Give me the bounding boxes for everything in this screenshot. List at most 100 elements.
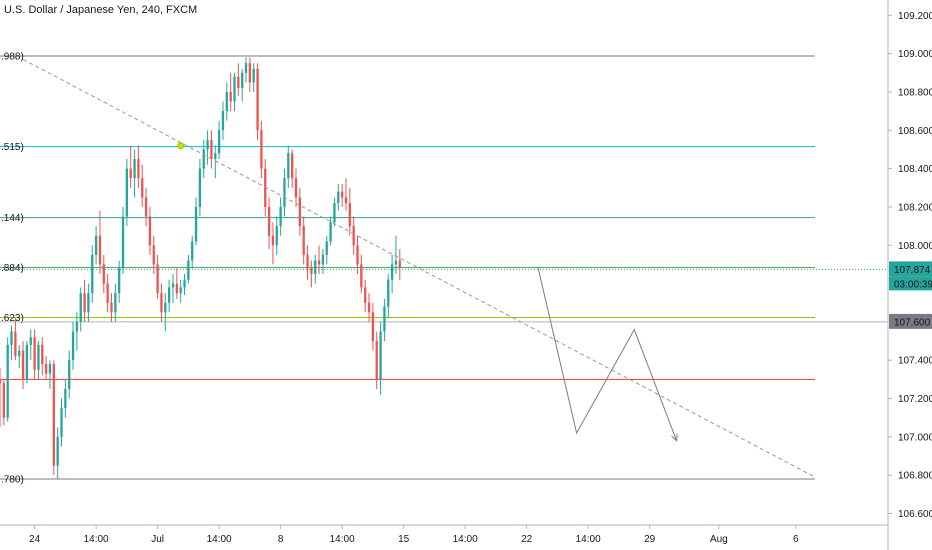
candle-body bbox=[271, 235, 275, 246]
marker-dot bbox=[177, 142, 185, 150]
y-tick-label: 108.200 bbox=[898, 202, 932, 213]
candle-body bbox=[225, 91, 228, 112]
candles bbox=[0, 57, 401, 480]
candle-body bbox=[141, 178, 144, 198]
candle-body bbox=[91, 254, 94, 294]
candle-body bbox=[298, 197, 301, 227]
y-tick-label: 109.200 bbox=[898, 11, 932, 22]
candle-body bbox=[237, 76, 240, 89]
fib-108144-label: .144) bbox=[1, 213, 24, 224]
fib-levels[interactable]: .988) .515) .144) .884) .623) .780) bbox=[0, 51, 888, 486]
candle-body bbox=[291, 153, 294, 179]
y-tick-label: 107.400 bbox=[898, 356, 932, 367]
candle-body bbox=[179, 287, 182, 294]
candle-body bbox=[60, 408, 63, 437]
x-tick-label: Jul bbox=[151, 534, 164, 545]
countdown-value: 03:00:39 bbox=[894, 279, 932, 290]
candle-body bbox=[25, 344, 29, 380]
candle-body bbox=[364, 287, 367, 303]
x-tick-label: 15 bbox=[398, 534, 410, 545]
level-price-value: 107.600 bbox=[894, 317, 931, 328]
candle-body bbox=[187, 260, 190, 280]
candle-body bbox=[79, 293, 82, 322]
candle-body bbox=[156, 264, 159, 294]
candle-body bbox=[121, 216, 125, 269]
candle-body bbox=[144, 197, 148, 217]
candle-body bbox=[383, 306, 386, 332]
candle-body bbox=[164, 302, 167, 313]
candle-body bbox=[375, 341, 378, 380]
candle-body bbox=[52, 364, 55, 466]
drawings[interactable] bbox=[22, 58, 816, 478]
y-tick-label: 108.600 bbox=[898, 126, 932, 137]
candle-body bbox=[371, 312, 375, 342]
chart-title: U.S. Dollar / Japanese Yen, 240, FXCM bbox=[4, 4, 198, 16]
y-tick-label: 108.400 bbox=[898, 164, 932, 175]
candle-body bbox=[75, 321, 79, 332]
candle-body bbox=[398, 260, 401, 269]
y-tick-label: 107.000 bbox=[898, 432, 932, 443]
candle-body bbox=[68, 360, 71, 389]
candle-body bbox=[248, 63, 252, 83]
candle-body bbox=[183, 279, 186, 288]
time-axis[interactable]: 24 14:00 Jul 14:00 8 14:00 15 14:00 22 14:00 29 Aug… bbox=[0, 524, 888, 545]
candle-body bbox=[64, 388, 67, 409]
candle-body bbox=[390, 264, 394, 280]
candle-body bbox=[29, 337, 32, 345]
candle-body bbox=[125, 168, 129, 217]
candle-body bbox=[148, 216, 152, 246]
candle-body bbox=[198, 168, 202, 207]
candle-body bbox=[260, 130, 263, 169]
x-tick-label: 14:00 bbox=[84, 534, 109, 545]
candle-body bbox=[175, 283, 178, 294]
candle-body bbox=[83, 293, 86, 313]
projection-path[interactable] bbox=[537, 268, 678, 441]
candle-body bbox=[337, 191, 340, 204]
candle-body bbox=[114, 293, 117, 313]
candle-body bbox=[302, 226, 305, 255]
candle-body bbox=[229, 91, 232, 102]
x-tick-label: 14:00 bbox=[576, 534, 601, 545]
candle-body bbox=[98, 235, 102, 265]
candle-body bbox=[387, 279, 390, 307]
current-price-badge bbox=[889, 261, 932, 277]
candle-body bbox=[102, 264, 105, 284]
candle-body bbox=[71, 331, 75, 361]
candle-body bbox=[210, 139, 213, 160]
candle-body bbox=[360, 264, 363, 288]
candle-body bbox=[44, 364, 48, 374]
x-tick-label: 8 bbox=[278, 534, 284, 545]
candle-body bbox=[275, 226, 278, 246]
fib-107623-label: .623) bbox=[1, 313, 24, 324]
candle-body bbox=[0, 379, 2, 384]
candle-body bbox=[171, 283, 175, 288]
candle-body bbox=[194, 206, 198, 242]
candle-body bbox=[279, 206, 282, 227]
candle-body bbox=[129, 168, 132, 179]
candle-body bbox=[287, 153, 290, 179]
candle-body bbox=[256, 68, 259, 131]
candle-body bbox=[329, 222, 332, 242]
y-tick-label: 107.200 bbox=[898, 394, 932, 405]
candle-body bbox=[348, 203, 351, 227]
candle-body bbox=[217, 130, 221, 154]
trendline[interactable] bbox=[22, 58, 816, 478]
x-tick-label: 22 bbox=[521, 534, 533, 545]
candle-body bbox=[317, 260, 321, 265]
x-tick-label: Aug bbox=[710, 534, 728, 545]
candle-body bbox=[333, 203, 336, 223]
level-price-badge bbox=[889, 313, 932, 329]
x-tick-label: 14:00 bbox=[207, 534, 232, 545]
candle-body bbox=[41, 344, 44, 365]
fib-107884-label: .884) bbox=[1, 263, 24, 274]
candle-body bbox=[33, 337, 36, 370]
price-axis[interactable]: 109.200 109.000 108.800 108.600 108.400 108.2… bbox=[887, 0, 932, 550]
candle-body bbox=[2, 383, 5, 418]
candle-body bbox=[344, 197, 348, 204]
y-tick-label: 109.000 bbox=[898, 49, 932, 60]
x-tick-label: 14:00 bbox=[330, 534, 355, 545]
y-tick-label: 106.600 bbox=[898, 509, 932, 520]
candle-body bbox=[314, 260, 317, 274]
